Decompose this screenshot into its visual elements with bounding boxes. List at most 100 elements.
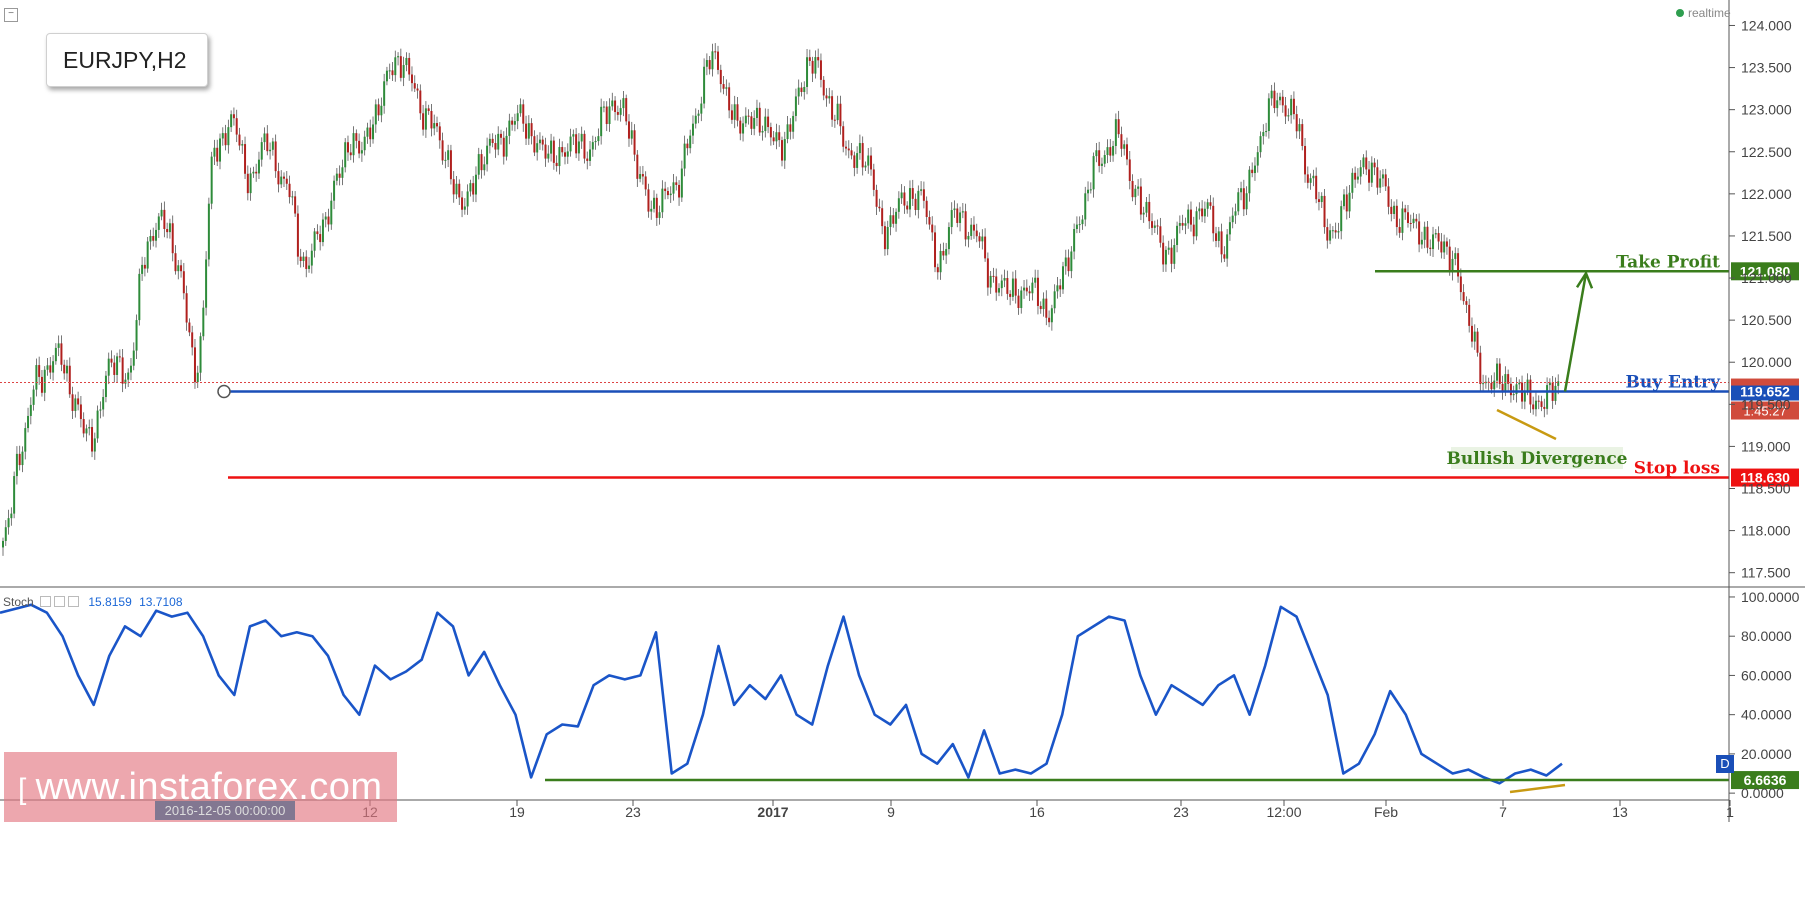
candle-body [1306,174,1309,183]
candle-body [244,144,247,174]
candle-body [870,155,873,170]
candle-body [842,126,845,147]
candle-body [124,379,127,384]
candle-body [349,152,352,156]
candle-body [1134,188,1137,198]
eye-icon[interactable] [54,596,66,607]
candle-body [274,141,277,172]
candle-body [480,154,483,171]
candle-body [235,118,238,135]
candle-body [494,143,497,150]
candle-body [138,273,141,321]
candle-body [736,104,739,121]
candle-body [1073,229,1076,252]
candle-body [305,256,308,269]
candle-body [13,476,16,514]
candle-body [1023,287,1026,291]
candle-body [1284,105,1287,117]
candle-body [761,131,764,133]
candle-body [266,133,269,152]
candle-body [21,451,24,466]
annotations: Bullish Divergence [217,270,1628,469]
candle-body [116,356,119,375]
candle-body [160,209,163,217]
candle-body [833,119,836,121]
candle-body [1315,175,1318,200]
candle-body [327,216,330,225]
candle-body [413,83,416,89]
settings-icon[interactable] [40,596,52,607]
candle-body [469,183,472,192]
candle-body [1470,325,1473,342]
candle-body [1451,258,1454,273]
candle-body [196,372,199,383]
candle-body [1457,253,1460,277]
candle-body [886,226,889,250]
candle-body [778,132,781,141]
candle-body [1184,223,1187,226]
candle-body [308,265,311,269]
stoch-legend[interactable]: Stoch 15.8159 13.7108 [3,595,183,609]
candle-body [861,143,864,168]
stoch-tick-label: 100.0000 [1741,589,1800,605]
candle-body [1362,157,1365,168]
candle-body [1187,209,1190,224]
candle-body [666,191,669,196]
candle-body [505,135,508,157]
candle-body [625,98,628,122]
candle-body [945,249,948,256]
candle-body [4,527,7,541]
candle-body [661,188,664,213]
candle-body [282,176,285,179]
candle-body [500,133,503,138]
candle-body [619,108,622,115]
candle-body [781,140,783,161]
candle-body [174,253,177,272]
candle-body [102,397,105,410]
candle-body [424,108,427,130]
candle-body [1045,298,1048,318]
candle-body [814,57,817,74]
candle-body [1379,178,1382,188]
close-icon[interactable] [68,596,80,607]
candle-body [1479,352,1482,384]
candle-body [1317,199,1320,203]
time-tick-label: 23 [1173,804,1189,820]
candle-body [182,271,185,294]
divergence-label-bg [1451,447,1623,469]
candle-body [1064,257,1067,267]
candle-body [1406,212,1409,223]
candle-body [1034,277,1037,283]
target-arrow-head [1575,270,1594,289]
candle-body [1418,221,1421,245]
candle-body [1245,193,1248,210]
candle-body [1048,317,1051,323]
candle-body [836,103,839,121]
candle-body [789,124,792,132]
minimize-icon[interactable]: − [4,8,18,22]
candle-body [928,217,931,225]
candle-body [808,57,811,61]
candle-body [1301,124,1304,146]
candle-body [914,198,917,210]
candle-body [964,211,967,240]
candle-body [355,133,358,141]
level-label: Stop loss [1634,459,1720,479]
candle-body [27,415,30,429]
candle-body [644,176,647,190]
candle-body [717,51,720,70]
candle-body [1003,278,1006,281]
price-tick-label: 117.500 [1741,565,1791,581]
candle-body [458,183,461,198]
candle-body [71,394,74,411]
candle-body [853,155,856,168]
candle-body [1532,404,1535,410]
candle-body [171,223,174,254]
candle-body [516,113,519,122]
candle-body [747,115,750,117]
candle-body [730,110,733,120]
candle-body [438,126,441,141]
candle-body [552,140,555,163]
candle-body [822,79,825,96]
